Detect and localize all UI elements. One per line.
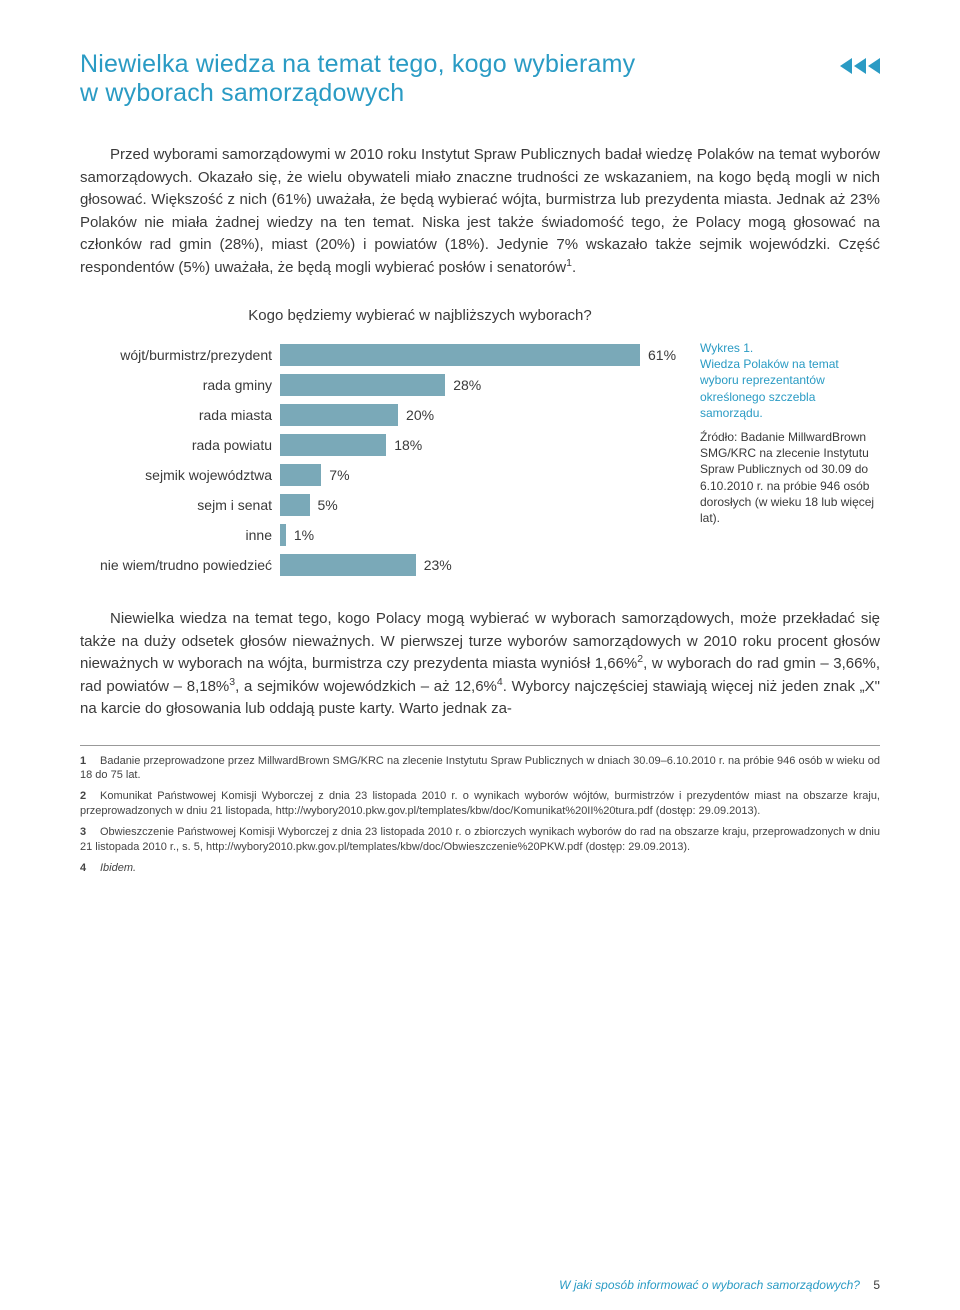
chart-bar [280, 494, 310, 516]
footnote-number: 2 [80, 789, 100, 804]
footnote-text: Badanie przeprowadzone przez MillwardBro… [80, 755, 880, 782]
chart-bar [280, 524, 286, 546]
chart-bar-row: 28% [280, 370, 680, 400]
chart-label: rada gminy [80, 370, 280, 400]
paragraph-1-text: Przed wyborami samorządowymi w 2010 roku… [80, 146, 880, 276]
chart-y-labels: wójt/burmistrz/prezydentrada gminyrada m… [80, 340, 280, 580]
footnote-text: Ibidem. [100, 862, 136, 874]
caption-figure-desc: Wiedza Polaków na temat wyboru reprezent… [700, 357, 839, 420]
chart-bar [280, 404, 398, 426]
chart-1: Kogo będziemy wybierać w najbliższych wy… [80, 307, 880, 580]
chart-bar-row: 5% [280, 490, 680, 520]
chart-bar-value: 1% [294, 527, 314, 543]
rewind-icon [840, 58, 880, 74]
chart-label: rada powiatu [80, 430, 280, 460]
chart-caption: Wykres 1. Wiedza Polaków na temat wyboru… [700, 340, 880, 580]
title-line-1: Niewielka wiedza na temat tego, kogo wyb… [80, 50, 635, 78]
chart-bar [280, 434, 386, 456]
chart-bar-value: 5% [318, 497, 338, 513]
chart-bar-row: 20% [280, 400, 680, 430]
chart-bar-value: 61% [648, 347, 676, 363]
title-line-2: w wyborach samorządowych [80, 79, 404, 107]
footnotes: 1Badanie przeprowadzone przez MillwardBr… [80, 745, 880, 876]
paragraph-2c: , a sejmików wojewódzkich – aż 12,6% [235, 678, 497, 695]
chart-bar-value: 28% [453, 377, 481, 393]
caption-source: Źródło: Badanie MillwardBrown SMG/KRC na… [700, 429, 880, 526]
footnote-number: 3 [80, 825, 100, 840]
page-footer: W jaki sposób informować o wyborach samo… [559, 1278, 880, 1292]
footnote: 2Komunikat Państwowej Komisji Wyborczej … [80, 789, 880, 819]
caption-title: Wykres 1. Wiedza Polaków na temat wyboru… [700, 340, 880, 421]
chart-bar-value: 23% [424, 557, 452, 573]
page-number: 5 [873, 1278, 880, 1292]
footnote-number: 4 [80, 861, 100, 876]
chart-bar-row: 18% [280, 430, 680, 460]
chart-bar [280, 554, 416, 576]
chart-bar-row: 23% [280, 550, 680, 580]
caption-figure-num: Wykres 1. [700, 341, 753, 355]
footnote-number: 1 [80, 754, 100, 769]
paragraph-1-end: . [572, 259, 576, 276]
chart-bar-value: 20% [406, 407, 434, 423]
chart-bar-row: 7% [280, 460, 680, 490]
page-title: Niewielka wiedza na temat tego, kogo wyb… [80, 50, 635, 108]
footnote-text: Obwieszczenie Państwowej Komisji Wyborcz… [80, 826, 880, 853]
chart-label: wójt/burmistrz/prezydent [80, 340, 280, 370]
chart-bar [280, 344, 640, 366]
chart-label: rada miasta [80, 400, 280, 430]
footer-text: W jaki sposób informować o wyborach samo… [559, 1278, 860, 1292]
chart-label: inne [80, 520, 280, 550]
footnote: 1Badanie przeprowadzone przez MillwardBr… [80, 754, 880, 784]
footnote: 3Obwieszczenie Państwowej Komisji Wyborc… [80, 825, 880, 855]
chart-bar [280, 464, 321, 486]
chart-bars: 61% 28% 20% 18% 7% 5%1% 23% [280, 340, 680, 580]
chart-bar-value: 18% [394, 437, 422, 453]
chart-bar-row: 1% [280, 520, 680, 550]
chart-bar [280, 374, 445, 396]
chart-bar-row: 61% [280, 340, 680, 370]
chart-title: Kogo będziemy wybierać w najbliższych wy… [0, 307, 880, 324]
chart-bar-value: 7% [329, 467, 349, 483]
paragraph-2: Niewielka wiedza na temat tego, kogo Pol… [80, 608, 880, 721]
chart-label: sejmik województwa [80, 460, 280, 490]
chart-label: sejm i senat [80, 490, 280, 520]
paragraph-1: Przed wyborami samorządowymi w 2010 roku… [80, 144, 880, 279]
chart-label: nie wiem/trudno powiedzieć [80, 550, 280, 580]
footnote-text: Komunikat Państwowej Komisji Wyborczej z… [80, 790, 880, 817]
footnote: 4Ibidem. [80, 861, 880, 876]
